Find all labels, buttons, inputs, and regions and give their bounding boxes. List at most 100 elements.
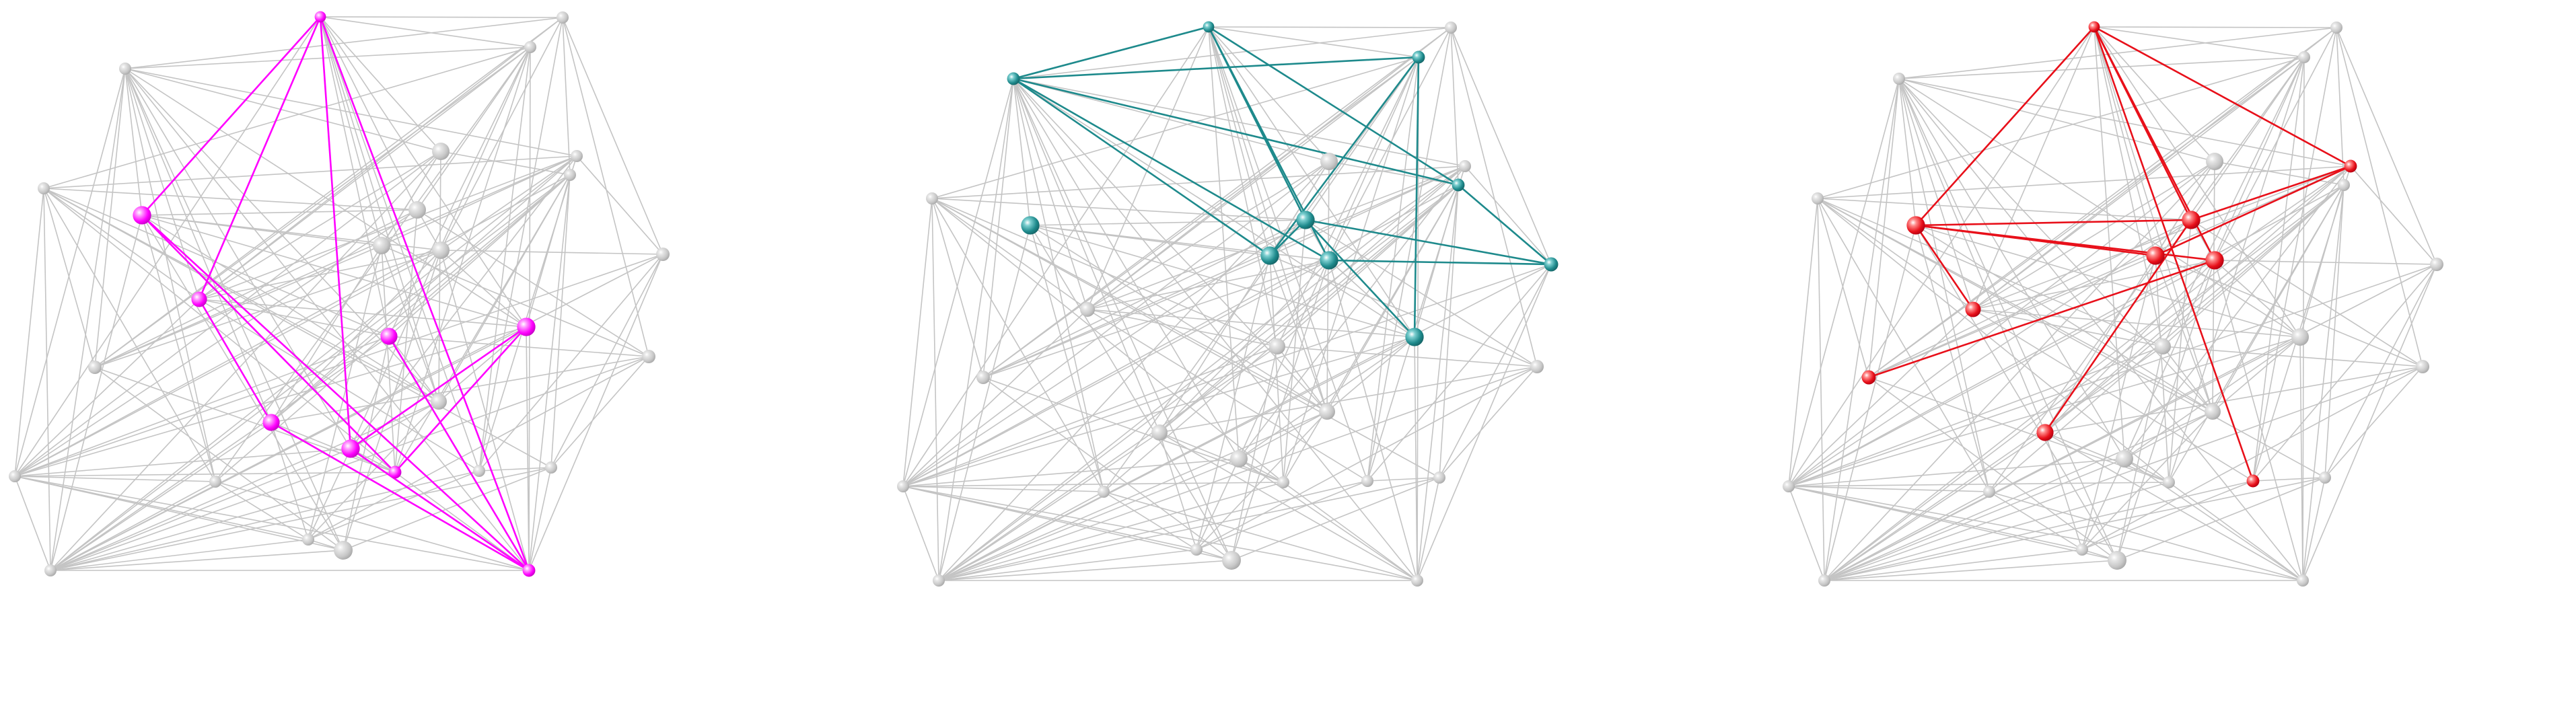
graph-node <box>1445 22 1457 34</box>
graph-edge <box>2044 184 2345 433</box>
graph-edge <box>902 486 939 581</box>
graph-edge <box>320 16 418 211</box>
graph-edge <box>1817 198 2192 221</box>
highlighted-node <box>1007 72 1020 85</box>
graph-edge <box>50 336 390 571</box>
graph-edge <box>271 155 577 423</box>
graph-edge <box>2214 260 2301 338</box>
graph-edge <box>2252 477 2326 482</box>
highlighted-edge <box>1013 77 1459 186</box>
graph-edge <box>1824 161 2215 581</box>
graph-node <box>431 393 447 410</box>
graph-edge <box>94 17 563 368</box>
graph-edge <box>1367 477 1440 482</box>
graph-edge <box>1450 27 1552 265</box>
graph-edge <box>2116 346 2163 561</box>
graph-node <box>2430 258 2443 271</box>
graph-edge <box>1013 78 1031 226</box>
graph-edge <box>2168 219 2192 483</box>
graph-edge <box>528 254 664 571</box>
graph-node <box>1320 153 1338 170</box>
graph-edge <box>1269 255 1284 483</box>
graph-edge <box>438 326 527 402</box>
graph-edge <box>1087 57 1419 310</box>
graph-node <box>1080 302 1095 317</box>
graph-edge <box>938 560 1232 581</box>
graph-edge <box>1087 260 1330 310</box>
graph-edge <box>1868 165 2351 378</box>
graph-edge <box>938 477 1440 581</box>
highlighted-node <box>1544 257 1559 272</box>
graph-edge <box>438 151 441 402</box>
graph-edge <box>124 46 531 69</box>
graph-edge <box>2302 184 2345 581</box>
graph-edge <box>1824 491 1990 581</box>
graph-edge <box>2116 477 2326 561</box>
graph-edge <box>1208 26 1240 459</box>
graph-edge <box>1159 432 1197 550</box>
graph-edge <box>1196 255 1271 550</box>
graph-edge <box>320 16 480 472</box>
graph-edge <box>902 486 1197 550</box>
graph-edge <box>1972 26 2095 310</box>
graph-node <box>976 371 990 384</box>
graph-edge <box>1788 161 2215 487</box>
graph-edge <box>1013 78 1466 167</box>
highlighted-node <box>380 328 398 345</box>
highlighted-node <box>2146 246 2165 265</box>
highlighted-edge <box>141 215 530 571</box>
graph-edge <box>1788 309 1974 487</box>
highlighted-node <box>262 414 280 431</box>
graph-edge <box>1208 26 1328 412</box>
graph-edge <box>938 549 1197 581</box>
graph-edge <box>124 68 272 423</box>
graph-edge <box>43 188 439 402</box>
graph-edge <box>1868 255 2156 378</box>
graph-edge <box>1328 260 1418 581</box>
graph-edge <box>50 215 143 571</box>
highlighted-node <box>1906 216 1925 235</box>
graph-edge <box>2044 165 2351 433</box>
graph-node <box>1983 486 1995 498</box>
graph-edge <box>1824 549 2083 581</box>
graph-edge <box>94 155 577 368</box>
graph-edge <box>14 16 321 477</box>
highlighted-edge <box>1915 225 1974 310</box>
graph-edge <box>1231 477 1440 561</box>
graph-node <box>1433 472 1445 484</box>
graph-edge <box>982 255 1271 378</box>
graph-edge <box>308 401 439 540</box>
graph-edge <box>1328 260 1415 338</box>
graph-edge <box>1159 165 1466 433</box>
graph-edge <box>1972 309 2163 347</box>
graph-edge <box>43 46 531 189</box>
graph-node <box>2330 22 2342 34</box>
graph-edge <box>1898 78 2046 433</box>
graph-edge <box>902 486 1104 492</box>
graph-edge <box>1817 198 2326 478</box>
graph-edge <box>982 57 1419 378</box>
graph-edge <box>1824 480 2254 581</box>
graph-edge <box>2190 57 2305 221</box>
graph-edge <box>1898 78 1917 226</box>
graph-edge <box>350 155 577 449</box>
highlighted-edge <box>2093 26 2254 482</box>
highlighted-node <box>2182 211 2201 229</box>
graph-edge <box>1817 198 1974 310</box>
highlighted-edge <box>1915 224 2156 257</box>
highlighted-node <box>1021 216 1040 235</box>
graph-node <box>2416 360 2429 373</box>
graph-edge <box>562 17 664 255</box>
graph-edge <box>1283 482 1418 581</box>
graph-edge <box>94 250 441 368</box>
graph-edge <box>1788 198 1818 487</box>
graph-edge <box>1196 366 1538 550</box>
graph-node <box>571 150 583 162</box>
graph-edge <box>478 17 563 472</box>
graph-node <box>933 574 945 587</box>
graph-edge <box>14 476 309 540</box>
graph-edge <box>902 260 1330 487</box>
graph-edge <box>2162 184 2345 347</box>
graph-edge <box>1817 198 2213 412</box>
graph-node <box>2163 476 2175 488</box>
